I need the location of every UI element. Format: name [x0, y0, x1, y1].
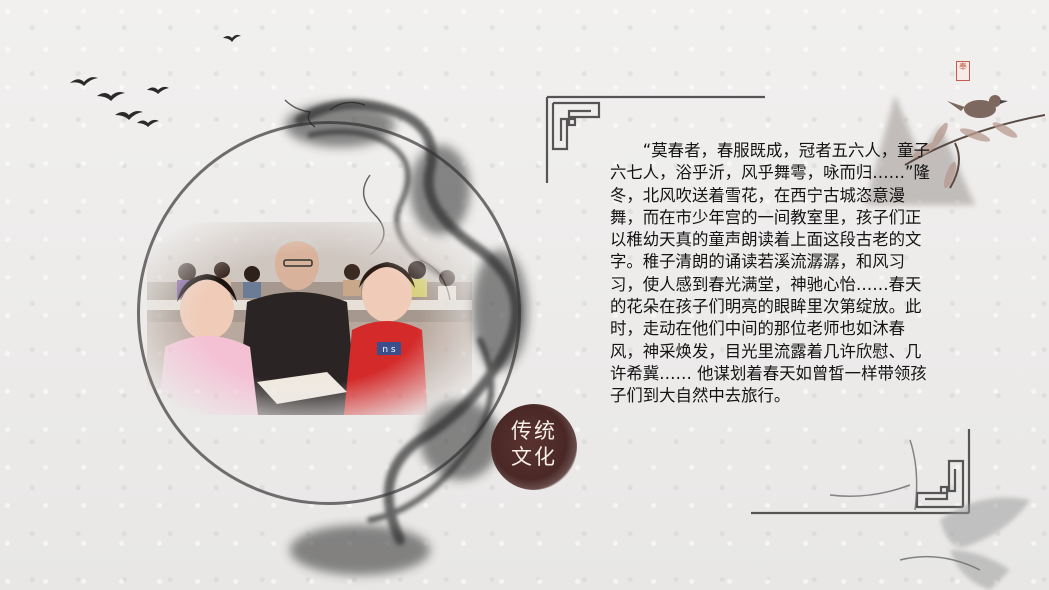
article-paragraph: “莫春者，春服既成，冠者五六人，童子六七人，浴乎沂，风乎舞雩，咏而归……”隆冬，… [610, 141, 930, 406]
seal-text: 传统 文化 [491, 418, 577, 470]
red-stamp: 奉 [956, 61, 970, 81]
flying-birds-illustration [70, 34, 241, 127]
bird-on-branch-illustration [865, 95, 1045, 205]
seal-line-2: 文化 [511, 445, 557, 469]
photo-badge-text: n s [382, 345, 396, 355]
corner-frame-bottom-right [751, 429, 971, 515]
corner-frame-top-left [545, 95, 765, 183]
ink-dragon-illustration [284, 99, 528, 575]
classroom-photo-illustration: n s [147, 222, 472, 415]
seal-line-1: 传统 [511, 419, 557, 443]
crane-illustration [829, 439, 1030, 590]
classroom-photo: n s [147, 222, 472, 415]
traditional-culture-seal: 传统 文化 [491, 404, 577, 490]
